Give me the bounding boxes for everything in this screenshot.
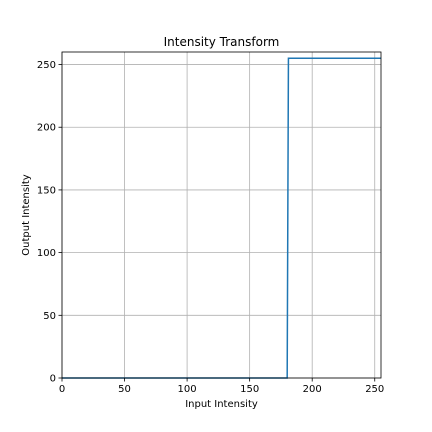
x-tick-label: 200 (303, 384, 322, 395)
x-axis-ticks: 0 50 100 150 200 250 (59, 378, 384, 395)
x-tick-label: 150 (240, 384, 259, 395)
y-tick-label: 250 (37, 60, 56, 71)
chart-title: Intensity Transform (164, 35, 280, 49)
y-tick-label: 100 (37, 248, 56, 259)
y-tick-label: 150 (37, 185, 56, 196)
x-tick-label: 50 (118, 384, 131, 395)
x-tick-label: 0 (59, 384, 65, 395)
x-tick-label: 100 (178, 384, 197, 395)
y-tick-label: 0 (50, 374, 56, 385)
x-axis-label: Input Intensity (185, 399, 258, 410)
y-tick-label: 200 (37, 123, 56, 134)
y-axis-ticks: 0 50 100 150 200 250 (37, 60, 62, 385)
y-tick-label: 50 (43, 311, 56, 322)
grid (61, 52, 381, 379)
x-tick-label: 250 (365, 384, 384, 395)
plot-frame (61, 51, 382, 379)
y-axis-label: Output Intensity (21, 174, 32, 256)
